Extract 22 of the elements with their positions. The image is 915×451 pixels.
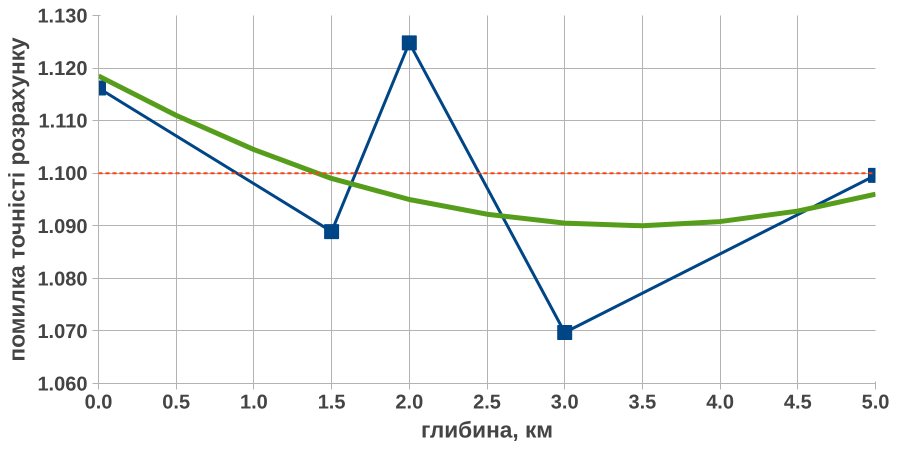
y-tick-label: 1.070 [37,320,88,343]
y-axis-title: помилка точністі розрахунку [3,36,30,362]
x-axis-title: глибина, км [420,416,554,442]
x-tick-label: 1.0 [240,392,268,414]
x-tick-label: 2.0 [395,392,424,414]
x-tick-label: 3.0 [550,392,579,414]
point [324,224,340,240]
x-tick-label: 4.0 [706,392,734,414]
y-tick-label: 1.100 [37,163,88,186]
x-tick-label: 4.5 [784,392,812,414]
y-tick-label: 1.130 [37,6,88,28]
y-tick-label: 1.080 [37,268,88,290]
y-tick-label: 1.110 [38,110,88,133]
x-tick-label: 2.5 [473,392,501,414]
point [402,35,417,50]
y-tick-label: 1.120 [37,58,88,80]
x-tick-label: 5.0 [862,392,890,414]
y-tick-label: 1.090 [37,216,88,238]
x-tick-label: 3.5 [628,392,656,414]
x-tick-label: 1.5 [318,392,346,414]
point [557,325,572,340]
x-tick-label: 0.5 [162,392,190,414]
